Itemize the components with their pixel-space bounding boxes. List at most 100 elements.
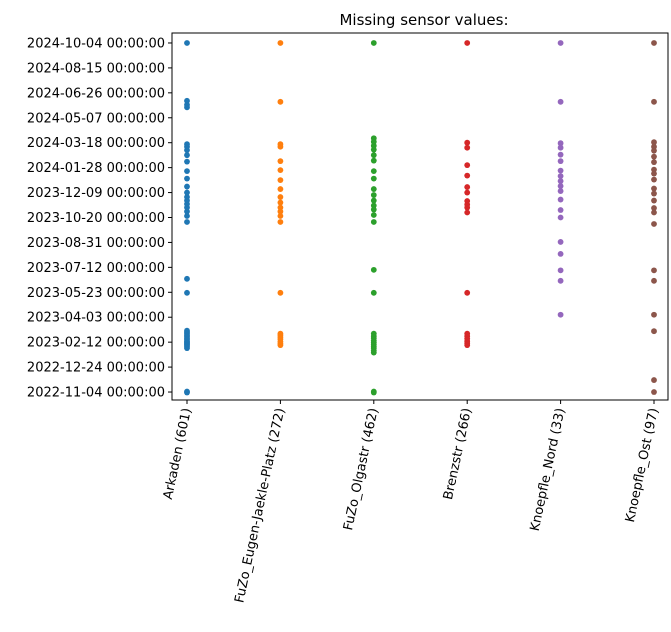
- data-point: [651, 277, 657, 284]
- x-tick-label: Knoepfle_Nord (33): [528, 407, 569, 533]
- data-point: [277, 177, 284, 183]
- data-point: [557, 98, 564, 105]
- data-point: [651, 190, 657, 197]
- data-point: [557, 167, 564, 174]
- data-point: [651, 143, 657, 150]
- data-point: [464, 289, 471, 296]
- data-point: [370, 206, 377, 213]
- data-point: [651, 166, 657, 173]
- data-point: [651, 153, 657, 160]
- data-point: [277, 40, 284, 46]
- data-point: [464, 330, 471, 337]
- data-point: [557, 196, 564, 203]
- x-tick-label: Arkaden (601): [161, 407, 195, 501]
- data-point: [557, 239, 564, 245]
- data-point: [557, 214, 564, 221]
- y-tick-label: 2023-12-09 00:00:00: [27, 186, 165, 201]
- y-tick-label: 2023-02-12 00:00:00: [27, 336, 165, 351]
- data-point: [651, 98, 657, 105]
- data-point: [184, 183, 190, 190]
- data-point: [277, 199, 284, 206]
- data-point: [370, 142, 377, 149]
- data-point: [370, 289, 377, 296]
- data-point: [184, 175, 190, 182]
- data-point: [184, 388, 190, 395]
- data-point: [464, 162, 471, 169]
- data-point: [464, 144, 471, 151]
- data-point: [277, 204, 284, 211]
- y-tick-label: 2023-07-12 00:00:00: [27, 261, 165, 276]
- data-point: [370, 388, 377, 395]
- data-point: [184, 40, 190, 46]
- data-point: [651, 377, 657, 383]
- data-point: [277, 194, 284, 200]
- data-point: [464, 184, 471, 190]
- data-point: [370, 186, 377, 192]
- y-tick-label: 2024-08-15 00:00:00: [27, 61, 165, 76]
- y-tick-label: 2024-05-07 00:00:00: [27, 111, 165, 126]
- data-point: [277, 208, 284, 215]
- data-point: [557, 277, 564, 284]
- data-point: [370, 168, 377, 175]
- y-tick-label: 2023-10-20 00:00:00: [27, 211, 165, 226]
- data-point: [277, 219, 284, 225]
- data-point: [557, 158, 564, 165]
- y-tick-label: 2023-04-03 00:00:00: [27, 311, 165, 326]
- data-point: [557, 183, 564, 189]
- data-point: [370, 135, 377, 142]
- data-point: [277, 289, 284, 296]
- data-point: [651, 389, 657, 395]
- data-point: [184, 275, 190, 282]
- data-point: [557, 144, 564, 151]
- data-point: [464, 198, 471, 204]
- data-point: [370, 202, 377, 209]
- data-point: [184, 208, 190, 215]
- y-tick-label: 2022-12-24 00:00:00: [27, 361, 165, 376]
- plot-frame: [171, 32, 669, 401]
- data-point: [464, 172, 471, 179]
- data-point: [370, 175, 377, 182]
- data-point: [557, 173, 564, 180]
- data-point: [464, 209, 471, 216]
- data-point: [184, 289, 190, 296]
- data-point: [557, 140, 564, 147]
- data-point: [277, 330, 284, 337]
- data-point: [464, 189, 471, 196]
- x-tick-label: FuZo_Eugen-Jaekle-Platz (272): [232, 407, 288, 605]
- data-point: [370, 157, 377, 164]
- data-point: [557, 40, 564, 46]
- data-point: [557, 267, 564, 274]
- data-point: [651, 176, 657, 183]
- chart-marks: [184, 40, 657, 396]
- x-axis: Arkaden (601) FuZo_Eugen-Jaekle-Platz (27…: [161, 400, 662, 604]
- y-tick-label: 2024-01-28 00:00:00: [27, 161, 165, 176]
- data-point: [651, 185, 657, 192]
- data-point: [184, 97, 190, 104]
- data-point: [557, 207, 564, 213]
- data-point: [651, 209, 657, 216]
- data-point: [651, 40, 657, 46]
- data-point: [277, 141, 284, 148]
- data-point: [370, 152, 377, 159]
- data-point: [184, 194, 190, 200]
- data-point: [277, 158, 284, 165]
- data-point: [651, 267, 657, 274]
- data-point: [370, 197, 377, 204]
- data-point: [464, 40, 471, 46]
- data-point: [370, 266, 377, 273]
- y-tick-label: 2024-06-26 00:00:00: [27, 86, 165, 101]
- data-point: [651, 139, 657, 146]
- data-point: [277, 98, 284, 105]
- data-point: [557, 250, 564, 257]
- data-point: [557, 151, 564, 158]
- data-point: [651, 159, 657, 166]
- data-point: [184, 219, 190, 225]
- data-point: [277, 186, 284, 192]
- data-point: [184, 158, 190, 165]
- data-point: [184, 152, 190, 159]
- data-point: [184, 213, 190, 219]
- x-tick-label: FuZo_Olgastr (462): [341, 407, 382, 532]
- data-point: [651, 328, 657, 335]
- data-point: [464, 139, 471, 146]
